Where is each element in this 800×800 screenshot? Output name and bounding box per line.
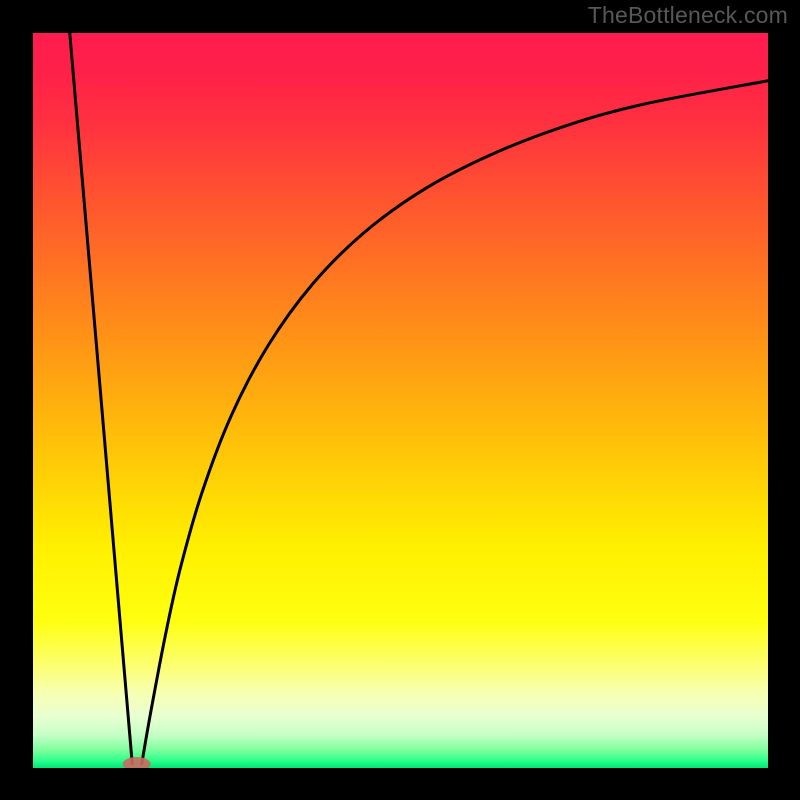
minimum-marker xyxy=(123,757,151,768)
curve-layer xyxy=(33,33,768,768)
watermark-text: TheBottleneck.com xyxy=(588,2,788,29)
chart-container: TheBottleneck.com xyxy=(0,0,800,800)
bottleneck-right-curve xyxy=(142,81,768,764)
plot-area xyxy=(33,33,768,768)
bottleneck-left-line xyxy=(70,33,132,764)
